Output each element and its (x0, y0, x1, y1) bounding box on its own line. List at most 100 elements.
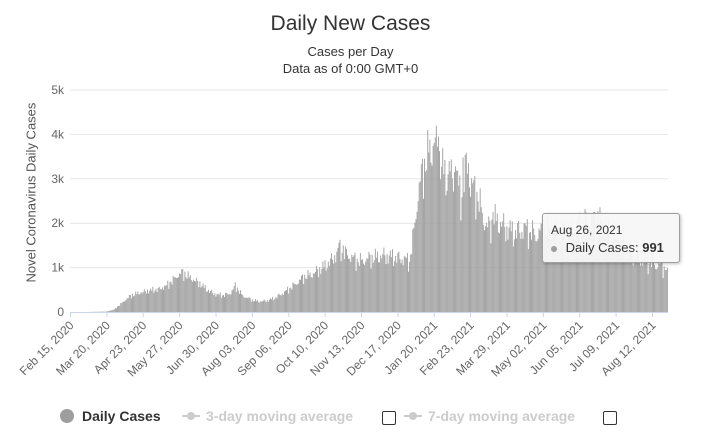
bar[interactable] (663, 266, 665, 312)
bar[interactable] (479, 188, 481, 312)
bar[interactable] (444, 159, 446, 312)
bar[interactable] (495, 221, 497, 312)
bar[interactable] (620, 243, 622, 312)
bar[interactable] (553, 228, 555, 312)
bar[interactable] (616, 233, 618, 312)
bar[interactable] (463, 192, 465, 312)
bar[interactable] (181, 269, 183, 312)
bar[interactable] (303, 283, 305, 312)
bar[interactable] (294, 283, 296, 312)
bar[interactable] (360, 259, 362, 312)
bar[interactable] (326, 268, 328, 312)
bar[interactable] (160, 289, 162, 312)
bar[interactable] (254, 301, 255, 312)
bar[interactable] (323, 267, 325, 312)
bar[interactable] (661, 262, 663, 312)
bar[interactable] (478, 211, 480, 312)
bar[interactable] (234, 282, 236, 312)
bar[interactable] (613, 236, 615, 312)
bar[interactable] (414, 222, 416, 312)
bar[interactable] (645, 259, 647, 312)
bar[interactable] (122, 301, 124, 312)
bar[interactable] (152, 286, 154, 312)
bar[interactable] (178, 277, 179, 312)
bar[interactable] (336, 251, 338, 312)
bar[interactable] (289, 288, 291, 312)
bar[interactable] (140, 292, 142, 312)
bar[interactable] (347, 255, 348, 312)
bar[interactable] (509, 220, 511, 312)
bar[interactable] (319, 267, 321, 312)
bar[interactable] (413, 227, 415, 312)
bar[interactable] (534, 234, 536, 312)
bar[interactable] (634, 253, 636, 312)
bar[interactable] (222, 294, 224, 312)
bar[interactable] (385, 264, 387, 312)
bar[interactable] (216, 294, 218, 312)
bar[interactable] (408, 271, 409, 312)
bar[interactable] (183, 280, 185, 312)
bar[interactable] (445, 195, 447, 312)
bar[interactable] (500, 222, 501, 312)
bar[interactable] (267, 301, 269, 312)
bar[interactable] (472, 183, 474, 312)
bar[interactable] (251, 299, 253, 312)
bar[interactable] (653, 260, 654, 312)
bar[interactable] (541, 224, 543, 312)
bar[interactable] (486, 223, 488, 312)
bar[interactable] (457, 170, 459, 312)
bar[interactable] (641, 261, 643, 312)
bar[interactable] (512, 246, 514, 312)
bar[interactable] (632, 265, 634, 312)
bar[interactable] (136, 294, 138, 312)
bar[interactable] (629, 243, 631, 312)
bar[interactable] (151, 290, 153, 312)
bar[interactable] (343, 259, 345, 312)
bar[interactable] (133, 296, 135, 312)
bar[interactable] (531, 239, 532, 312)
bar[interactable] (401, 259, 403, 312)
bar[interactable] (210, 290, 212, 312)
bar[interactable] (227, 294, 229, 312)
bar[interactable] (327, 261, 329, 312)
bar[interactable] (618, 249, 620, 312)
bar[interactable] (121, 303, 123, 312)
bar[interactable] (280, 295, 282, 312)
bar[interactable] (586, 223, 588, 312)
bar[interactable] (338, 242, 340, 312)
bar[interactable] (489, 220, 491, 312)
bar[interactable] (506, 226, 508, 312)
bar[interactable] (311, 277, 313, 312)
bar[interactable] (595, 244, 597, 312)
bar[interactable] (642, 265, 644, 312)
bar[interactable] (643, 256, 645, 312)
bar[interactable] (542, 249, 544, 312)
bar[interactable] (328, 265, 330, 312)
bar[interactable] (364, 265, 366, 312)
bar[interactable] (314, 272, 316, 312)
bar[interactable] (533, 228, 535, 312)
bar[interactable] (370, 268, 372, 312)
bar[interactable] (655, 268, 657, 312)
bar[interactable] (252, 301, 254, 312)
bar[interactable] (441, 166, 443, 312)
bar[interactable] (583, 229, 585, 312)
bar[interactable] (528, 232, 530, 312)
legend-item-3-day-average[interactable]: 3-day moving average (182, 408, 353, 424)
bar[interactable] (215, 296, 217, 312)
bar[interactable] (375, 257, 377, 312)
bar[interactable] (524, 223, 526, 312)
bar[interactable] (232, 289, 234, 312)
bar[interactable] (522, 238, 524, 312)
bar[interactable] (365, 261, 367, 312)
bar[interactable] (578, 223, 580, 312)
bar[interactable] (507, 239, 509, 312)
bar[interactable] (117, 306, 118, 312)
bar[interactable] (508, 227, 510, 312)
bar[interactable] (312, 273, 314, 312)
bar[interactable] (448, 161, 450, 312)
bar[interactable] (608, 219, 610, 312)
bar[interactable] (155, 288, 157, 312)
bar[interactable] (225, 292, 227, 312)
bar[interactable] (278, 293, 280, 312)
